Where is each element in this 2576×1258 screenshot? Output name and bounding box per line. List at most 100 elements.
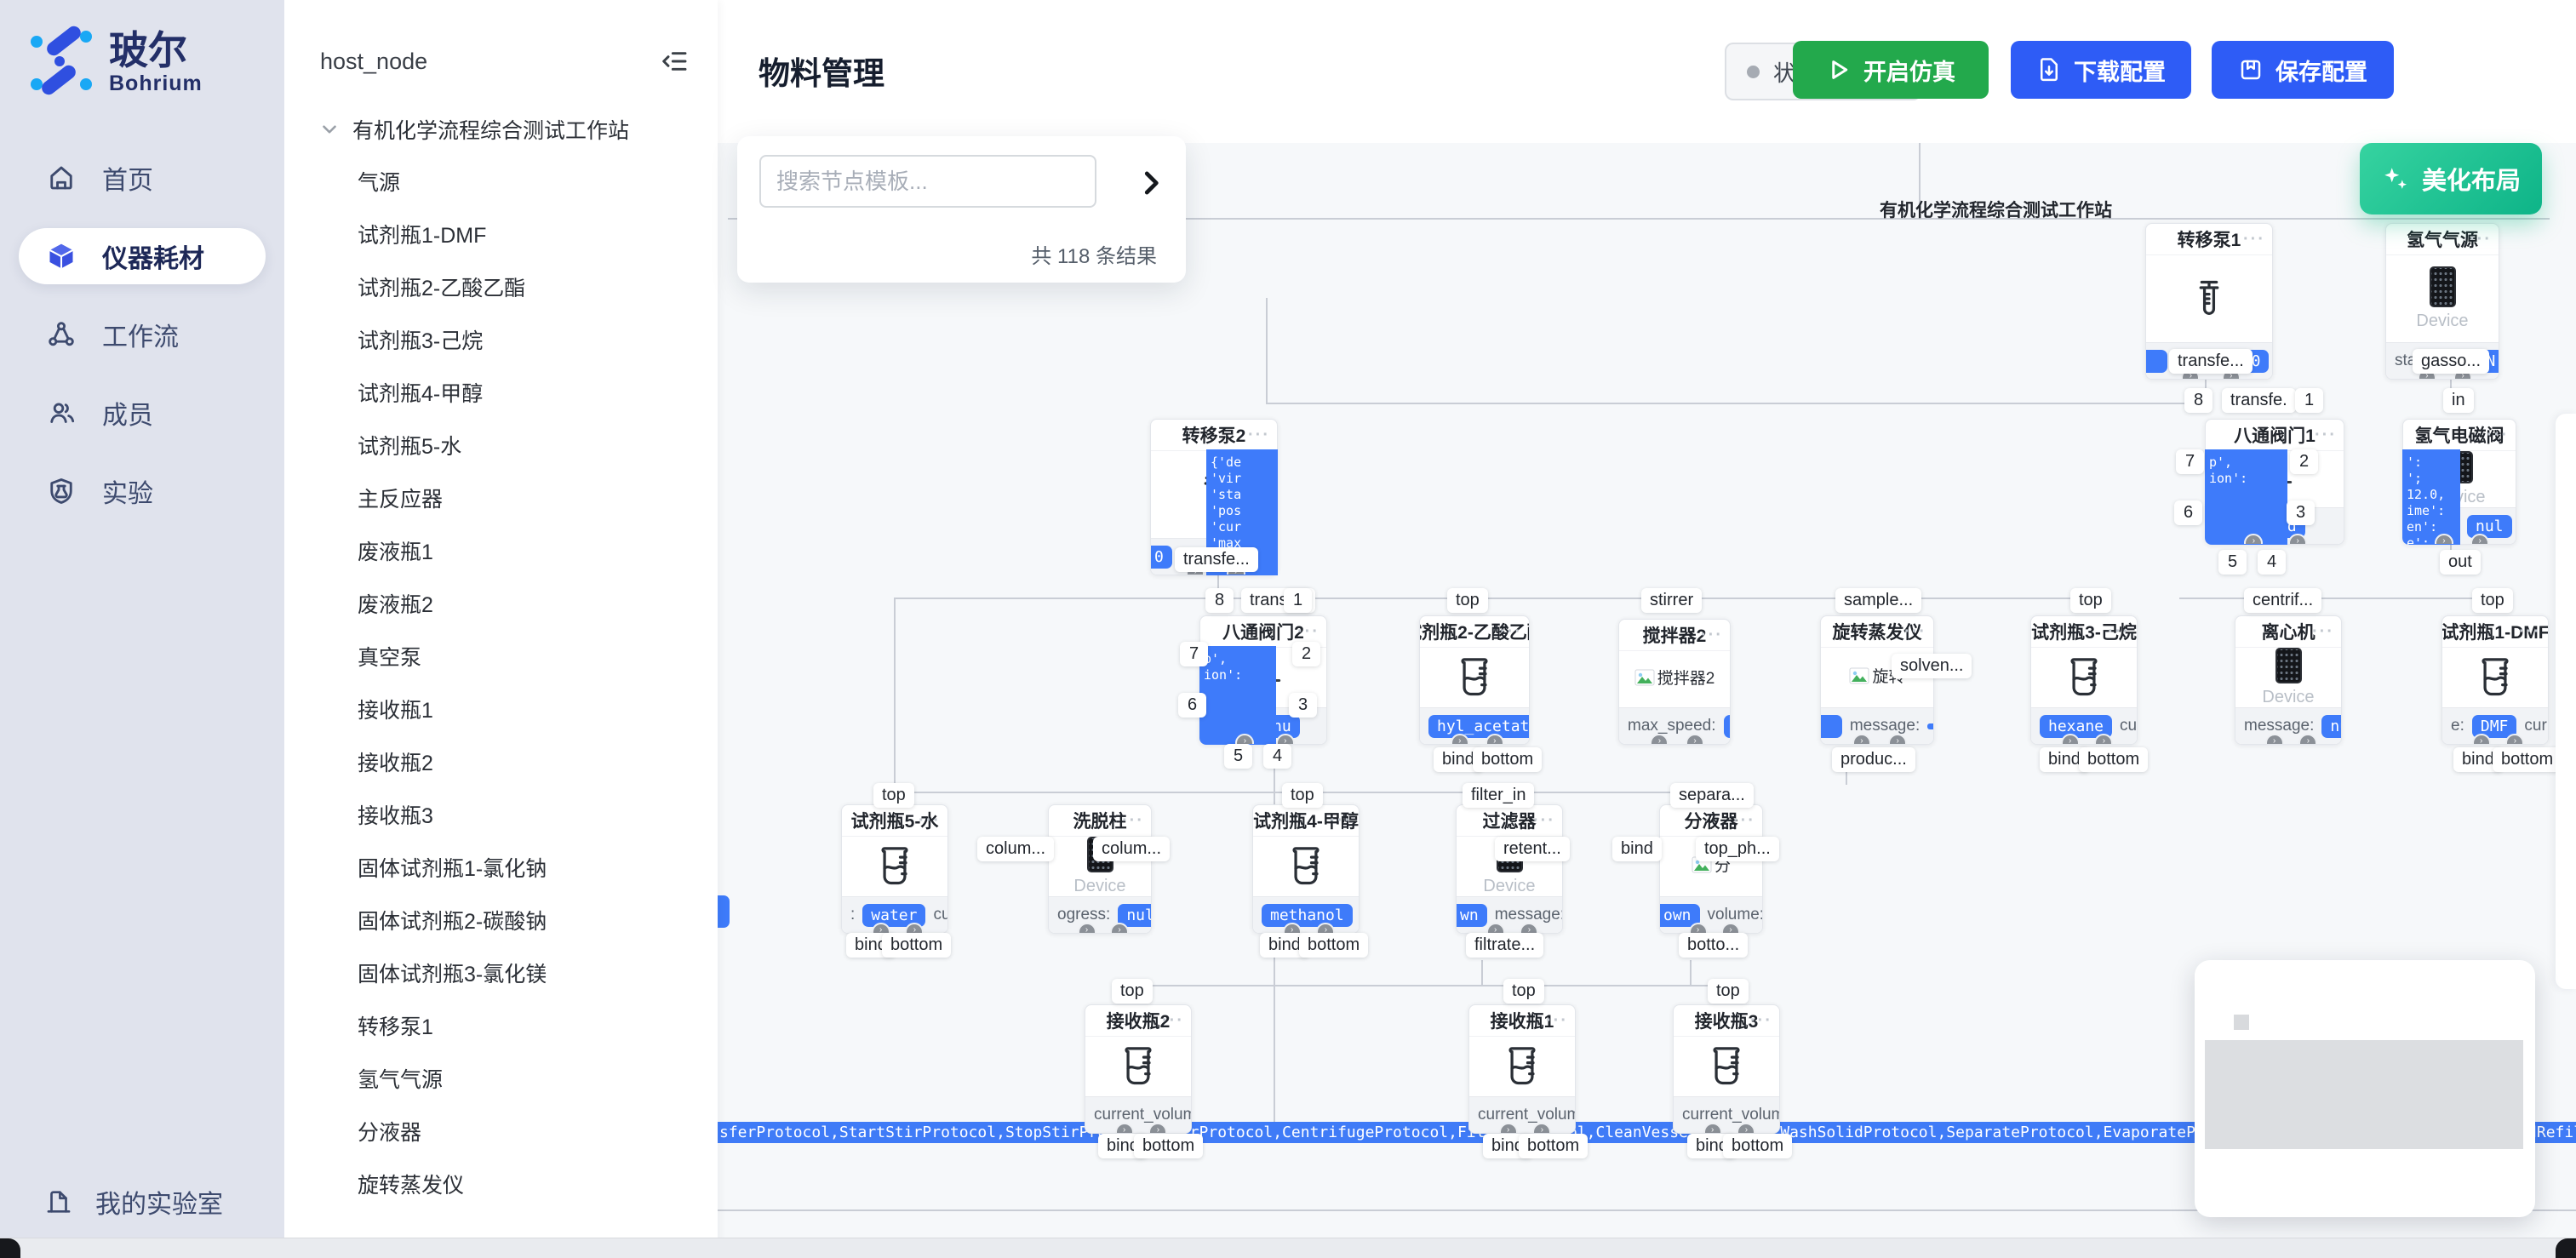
sidebar-item-my-lab[interactable]: 我的实验室 (44, 1183, 223, 1221)
simulate-button[interactable]: 开启仿真 (1793, 41, 1989, 99)
port-label[interactable]: produc... (1832, 747, 1915, 772)
port-label[interactable]: top (1282, 783, 1323, 808)
node-menu-icon[interactable]: ··· (1248, 425, 1270, 444)
search-input[interactable] (759, 155, 1096, 208)
port-label[interactable]: 1 (1284, 588, 1312, 613)
node-menu-icon[interactable]: ··· (1546, 1010, 1568, 1030)
tree-item[interactable]: 氢气气源 (358, 1068, 444, 1092)
port-label[interactable]: transfe. (2222, 388, 2296, 413)
sidebar-item-workflow[interactable]: 工作流 (19, 306, 266, 363)
collapse-panel-icon[interactable] (661, 48, 689, 75)
node-menu-icon[interactable]: ··· (2519, 621, 2541, 641)
download-button[interactable]: 下载配置 (2011, 41, 2191, 99)
node-menu-icon[interactable]: ··· (1162, 1010, 1184, 1030)
port-label[interactable]: solven... (1892, 654, 1972, 678)
port-label[interactable]: gasso... (2413, 349, 2490, 374)
port-label[interactable]: 4 (1263, 744, 1291, 769)
node-menu-icon[interactable]: ··· (1733, 810, 1755, 830)
node-menu-icon[interactable]: ··· (1750, 1010, 1772, 1030)
tree-item[interactable]: 固体试剂瓶1-氯化钠 (358, 857, 547, 881)
tree-item[interactable]: 固体试剂瓶3-氯化镁 (358, 963, 547, 986)
tree-item[interactable]: 试剂瓶1-DMF (358, 224, 487, 248)
node-menu-icon[interactable]: ··· (2487, 425, 2509, 444)
value-badge[interactable]: nul (2466, 514, 2512, 538)
chevron-down-icon[interactable] (318, 118, 341, 140)
port-label[interactable]: stirrer (1641, 588, 1703, 613)
node-card[interactable]: 试剂瓶4-甲醇··· methanolcurrent›› (1252, 804, 1360, 934)
node-menu-icon[interactable]: ··· (2315, 425, 2337, 444)
node-menu-icon[interactable]: ··· (2243, 229, 2265, 249)
port-label[interactable]: colum... (977, 837, 1055, 861)
tree-item[interactable]: 试剂瓶3-己烷 (358, 329, 484, 353)
node-card[interactable]: 氢气气源···Devicestatus:OPEN›› (2385, 223, 2499, 380)
port-label[interactable]: bottom (1519, 1134, 1589, 1158)
tree-item[interactable]: 接收瓶2 (358, 752, 433, 775)
port-label[interactable]: 8 (1205, 588, 1234, 613)
port-label[interactable]: 4 (2258, 550, 2286, 575)
node-menu-icon[interactable]: ··· (1701, 625, 1723, 644)
port-label[interactable]: 6 (1178, 693, 1206, 718)
port-handle-icon[interactable]: › (2264, 734, 2284, 744)
port-label[interactable]: 7 (1180, 642, 1208, 666)
canvas-scrollbar[interactable] (2556, 414, 2576, 989)
port-label[interactable]: 2 (2290, 449, 2318, 474)
port-label[interactable]: transfe... (2169, 349, 2253, 374)
node-card[interactable]: 试剂瓶3-己烷···hexanecurren›› (2030, 615, 2138, 745)
tree-group-row[interactable]: 有机化学流程综合测试工作站 (318, 114, 718, 145)
port-label[interactable]: 5 (1224, 744, 1252, 769)
node-card[interactable]: 接收瓶2··· current_volume:0›› (1085, 1004, 1192, 1134)
node-card[interactable]: 试剂瓶1-DMF···e:DMFcurrent_vol›› (2441, 615, 2549, 745)
port-handle-icon[interactable]: › (2288, 534, 2308, 544)
port-handle-icon[interactable]: › (1114, 1123, 1134, 1133)
brand-logo[interactable]: 玻尔 Bohrium (29, 23, 203, 98)
node-menu-icon[interactable]: ··· (2470, 229, 2492, 249)
port-label[interactable]: 2 (1292, 642, 1320, 666)
node-menu-icon[interactable]: ··· (919, 810, 941, 830)
node-card[interactable]: 八通阀门1···status:Id››p', ion': (2205, 419, 2344, 545)
node-card[interactable]: 接收瓶1··· current_volume:0›› (1468, 1004, 1576, 1134)
port-handle-icon[interactable]: › (1450, 734, 1469, 744)
tree-item[interactable]: 试剂瓶2-乙酸乙酯 (358, 277, 526, 300)
port-handle-icon[interactable]: › (1721, 923, 1740, 933)
port-handle-icon[interactable]: › (1485, 923, 1505, 933)
tree-item[interactable]: 气源 (358, 171, 401, 195)
port-label[interactable]: in (2443, 388, 2474, 413)
port-label[interactable]: bottom (2079, 747, 2149, 772)
port-handle-icon[interactable]: › (1888, 734, 1908, 744)
port-label[interactable]: filtrate... (1466, 933, 1544, 958)
value-badge[interactable]: methanol (1262, 903, 1353, 927)
port-label[interactable]: bottom (1723, 1134, 1793, 1158)
port-handle-icon[interactable]: › (1703, 1123, 1722, 1133)
port-handle-icon[interactable]: › (2298, 734, 2318, 744)
port-handle-icon[interactable]: › (1110, 923, 1129, 933)
tree-item[interactable]: 真空泵 (358, 646, 422, 670)
port-label[interactable]: 7 (2176, 449, 2204, 474)
port-handle-icon[interactable]: › (1686, 734, 1704, 744)
port-handle-icon[interactable]: › (1275, 734, 1295, 744)
save-button[interactable]: 保存配置 (2212, 41, 2394, 99)
value-badge[interactable]: null (2321, 714, 2341, 738)
minimap[interactable] (2195, 960, 2535, 1217)
port-label[interactable]: bottom (1299, 933, 1369, 958)
tree-item[interactable]: 试剂瓶5-水 (358, 435, 462, 459)
port-label[interactable]: 3 (1289, 693, 1317, 718)
port-label[interactable]: top (1503, 979, 1544, 1004)
tree-item[interactable]: 废液瓶1 (358, 540, 433, 564)
tree-item[interactable]: 废液瓶2 (358, 593, 433, 617)
value-badge[interactable]: null (1118, 903, 1151, 927)
port-label[interactable]: bottom (2493, 747, 2562, 772)
minimap-viewport[interactable] (2205, 1040, 2523, 1149)
tree-item[interactable]: 试剂瓶4-甲醇 (358, 382, 484, 406)
port-label[interactable]: top (1708, 979, 1749, 1004)
sidebar-item-cube[interactable]: 仪器耗材 (19, 228, 266, 284)
node-card[interactable]: 试剂瓶2-乙酸乙酯···hyl_acetatecurre›› (1419, 615, 1530, 745)
port-label[interactable]: 1 (2295, 388, 2323, 413)
tree-item[interactable]: 接收瓶1 (358, 699, 433, 723)
port-label[interactable]: top (2070, 588, 2111, 613)
beautify-layout-button[interactable]: 美化布局 (2360, 143, 2542, 214)
sidebar-item-home[interactable]: 首页 (19, 150, 266, 206)
node-menu-icon[interactable]: ··· (1904, 621, 1926, 641)
